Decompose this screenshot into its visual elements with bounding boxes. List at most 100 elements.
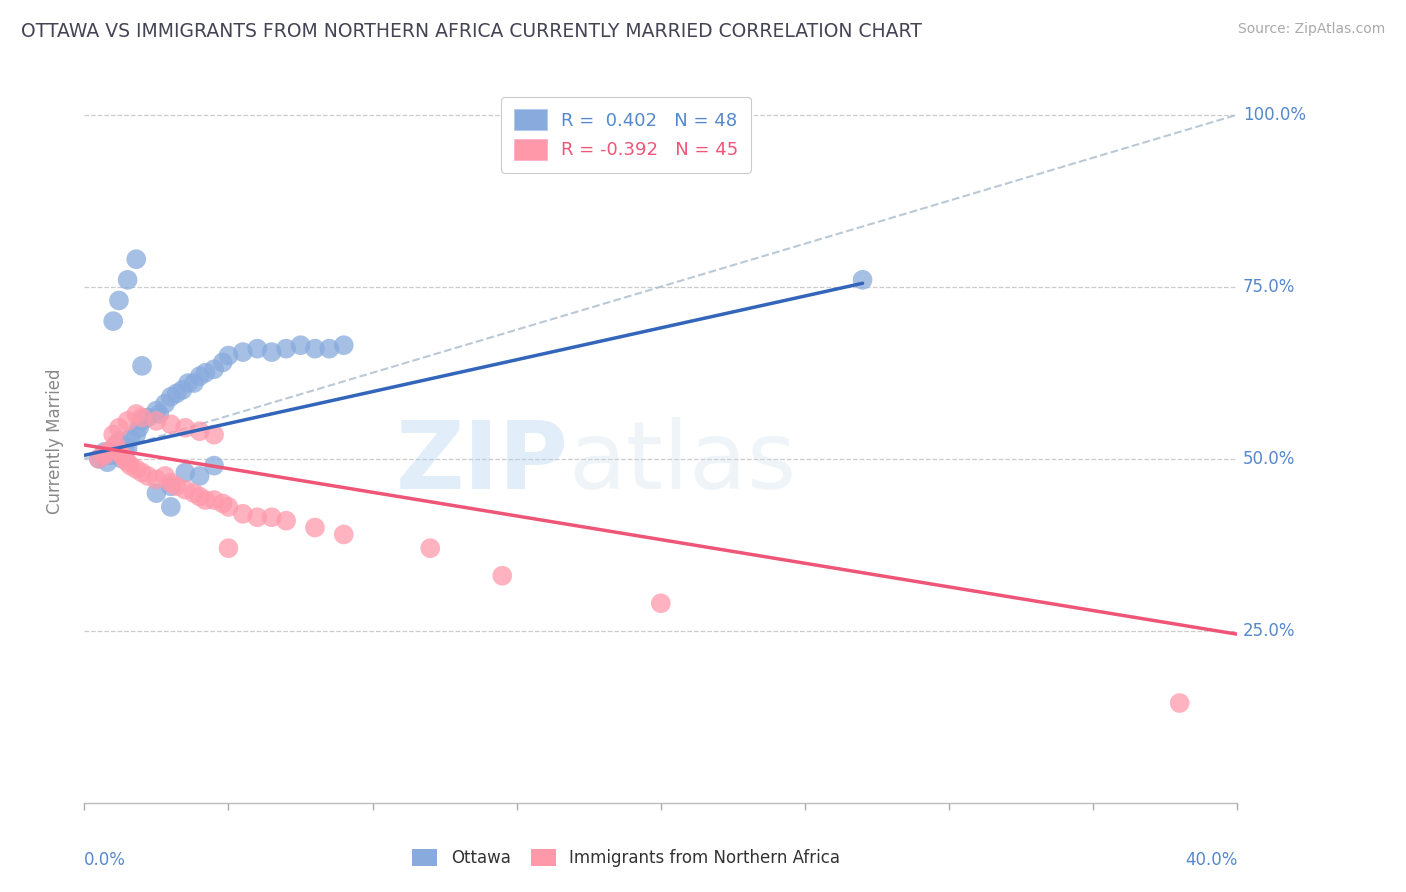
Point	[318, 342, 340, 356]
Point	[174, 466, 197, 480]
Point	[125, 407, 148, 421]
Point	[276, 514, 298, 528]
Point	[419, 541, 441, 556]
Point	[194, 493, 217, 508]
Point	[276, 342, 298, 356]
Point	[105, 438, 128, 452]
Point	[131, 410, 153, 425]
Point	[120, 458, 142, 473]
Point	[145, 403, 167, 417]
Point	[246, 510, 269, 524]
Point	[160, 475, 183, 490]
Point	[96, 445, 118, 459]
Point	[260, 345, 283, 359]
Point	[108, 445, 131, 459]
Point	[160, 390, 183, 404]
Point	[177, 376, 200, 390]
Point	[160, 479, 183, 493]
Point	[290, 338, 312, 352]
Point	[87, 451, 110, 466]
Point	[131, 414, 153, 428]
Text: atlas: atlas	[568, 417, 797, 509]
Point	[188, 490, 211, 504]
Point	[153, 469, 176, 483]
Point	[160, 417, 183, 432]
Point	[105, 438, 128, 452]
Point	[125, 462, 148, 476]
Point	[218, 349, 240, 363]
Point	[108, 421, 131, 435]
Point	[202, 493, 225, 508]
Point	[188, 469, 211, 483]
Point	[114, 451, 136, 466]
Point	[131, 466, 153, 480]
Text: 50.0%: 50.0%	[1243, 450, 1295, 467]
Text: 100.0%: 100.0%	[1243, 105, 1306, 124]
Point	[111, 451, 134, 466]
Point	[183, 486, 205, 500]
Point	[108, 434, 131, 449]
Point	[202, 362, 225, 376]
Point	[111, 448, 134, 462]
Point	[1168, 696, 1191, 710]
Point	[304, 520, 326, 534]
Point	[174, 483, 197, 497]
Point	[136, 410, 159, 425]
Point	[117, 273, 139, 287]
Point	[333, 338, 356, 352]
Text: 40.0%: 40.0%	[1185, 851, 1237, 869]
Text: 75.0%: 75.0%	[1243, 277, 1295, 296]
Point	[145, 414, 167, 428]
Point	[188, 424, 211, 438]
Point	[96, 455, 118, 469]
Point	[131, 359, 153, 373]
Point	[125, 252, 148, 267]
Point	[93, 445, 115, 459]
Point	[103, 442, 124, 456]
Point	[188, 369, 211, 384]
Point	[103, 314, 124, 328]
Point	[852, 273, 875, 287]
Point	[166, 479, 188, 493]
Point	[103, 442, 124, 456]
Point	[148, 407, 170, 421]
Text: OTTAWA VS IMMIGRANTS FROM NORTHERN AFRICA CURRENTLY MARRIED CORRELATION CHART: OTTAWA VS IMMIGRANTS FROM NORTHERN AFRIC…	[21, 22, 922, 41]
Point	[114, 445, 136, 459]
Point	[183, 376, 205, 390]
Point	[174, 421, 197, 435]
Point	[103, 427, 124, 442]
Point	[98, 448, 121, 462]
Point	[650, 596, 672, 610]
Point	[304, 342, 326, 356]
Point	[117, 442, 139, 456]
Point	[260, 510, 283, 524]
Point	[333, 527, 356, 541]
Point	[153, 397, 176, 411]
Point	[117, 414, 139, 428]
Point	[145, 472, 167, 486]
Point	[172, 383, 194, 397]
Point	[202, 458, 225, 473]
Point	[194, 366, 217, 380]
Point	[125, 427, 148, 442]
Point	[211, 355, 233, 369]
Text: ZIP: ZIP	[395, 417, 568, 509]
Point	[108, 293, 131, 308]
Point	[145, 486, 167, 500]
Point	[120, 431, 142, 445]
Legend: Ottawa, Immigrants from Northern Africa: Ottawa, Immigrants from Northern Africa	[406, 842, 846, 874]
Point	[160, 500, 183, 514]
Point	[202, 427, 225, 442]
Point	[232, 507, 254, 521]
Point	[117, 455, 139, 469]
Point	[218, 500, 240, 514]
Point	[93, 448, 115, 462]
Point	[246, 342, 269, 356]
Point	[491, 568, 513, 582]
Point	[218, 541, 240, 556]
Point	[136, 469, 159, 483]
Point	[87, 451, 110, 466]
Text: 25.0%: 25.0%	[1243, 622, 1295, 640]
Point	[211, 496, 233, 510]
Point	[232, 345, 254, 359]
